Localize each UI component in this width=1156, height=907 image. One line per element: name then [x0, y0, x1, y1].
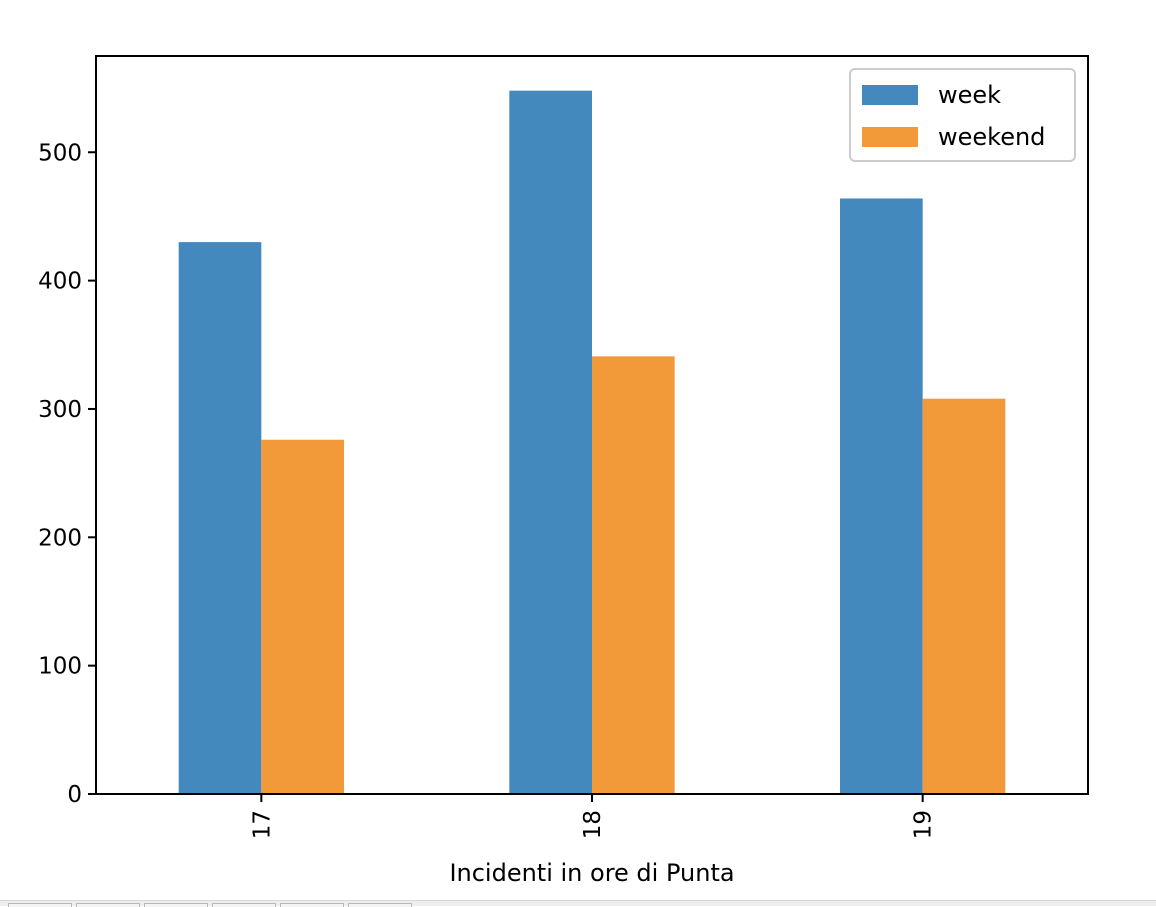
bar-weekend-17 [261, 439, 344, 794]
x-axis-label: Incidenti in ore di Punta [449, 859, 734, 887]
bar-week-17 [178, 242, 262, 794]
x-tick-label: 19 [911, 810, 937, 839]
bar-weekend-18 [592, 356, 675, 794]
legend: week weekend [849, 68, 1076, 162]
strip-segment [144, 903, 208, 907]
bar-week-18 [509, 90, 592, 794]
strip-segment [348, 903, 412, 907]
strip-segment [212, 903, 276, 907]
legend-label-week: week [938, 81, 1001, 109]
legend-swatch-week [862, 85, 918, 105]
strip-segment [76, 903, 140, 907]
legend-swatch-weekend [862, 127, 918, 147]
y-tick-label: 300 [38, 397, 82, 423]
strip-segment [280, 903, 344, 907]
y-tick-label: 0 [67, 782, 82, 808]
x-axis-ticks: 17 18 19 [249, 794, 937, 839]
x-tick-label: 17 [249, 810, 275, 839]
bottom-scrollbar-strip [0, 900, 1156, 907]
x-tick-label: 18 [580, 810, 606, 839]
y-tick-label: 500 [38, 140, 82, 166]
bar-week-19 [840, 198, 923, 795]
bars [178, 90, 1006, 795]
strip-segment [8, 903, 72, 907]
y-tick-label: 100 [38, 654, 82, 680]
y-axis-ticks: 0 100 200 300 400 500 [38, 140, 96, 808]
y-tick-label: 400 [38, 269, 82, 295]
legend-label-weekend: weekend [938, 123, 1045, 151]
y-tick-label: 200 [38, 525, 82, 551]
bar-weekend-19 [922, 398, 1006, 794]
